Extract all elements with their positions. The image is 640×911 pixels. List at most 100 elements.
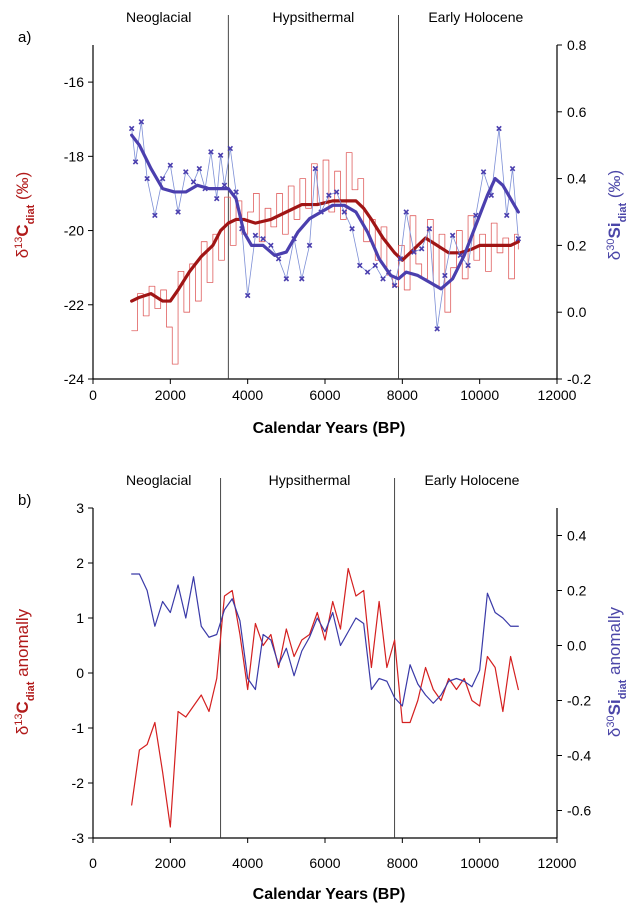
x-tick-label: 4000: [232, 855, 263, 871]
y-left-tick-label: -20: [64, 223, 84, 239]
series-point: [152, 212, 158, 219]
y-left-tick-label: 3: [76, 500, 84, 516]
y-right-axis-title: δ30Sidiat (‰): [605, 170, 629, 260]
series-point: [397, 255, 404, 262]
y-left-tick-label: 0: [76, 665, 84, 681]
x-tick-label: 8000: [387, 855, 418, 871]
era-label: Neoglacial: [126, 9, 191, 25]
y-right-tick-label: 0.8: [567, 37, 587, 53]
x-tick-label: 6000: [309, 387, 340, 403]
series-point: [349, 225, 355, 232]
series-point: [465, 262, 471, 269]
series-point: [515, 235, 522, 242]
x-tick-label: 0: [89, 387, 97, 403]
series-point: [283, 276, 290, 282]
panel-label: b): [18, 492, 31, 509]
series-point: [268, 242, 274, 249]
series-point: [183, 169, 189, 175]
series-point: [333, 189, 340, 195]
y-right-tick-label: 0.4: [567, 171, 587, 187]
y-left-tick-label: -18: [64, 148, 84, 164]
series-line-thick-blue-smooth: [130, 133, 520, 291]
series-point: [196, 165, 203, 172]
series-point: [233, 189, 239, 195]
y-right-tick-label: -0.2: [567, 693, 591, 709]
era-label: Hypsithermal: [273, 9, 355, 25]
y-left-tick-label: -16: [64, 74, 84, 90]
x-tick-label: 6000: [309, 855, 340, 871]
y-right-tick-label: 0.6: [567, 104, 587, 120]
series-point: [167, 162, 174, 169]
x-axis-title: Calendar Years (BP): [253, 886, 406, 903]
y-right-tick-label: 0.4: [567, 528, 587, 544]
y-right-tick-label: -0.2: [567, 371, 591, 387]
series-point: [503, 212, 510, 219]
x-tick-label: 12000: [538, 387, 577, 403]
y-right-axis-title: δ30Sidiat anomally: [605, 606, 629, 737]
y-right-tick-label: 0.0: [567, 638, 587, 654]
panel-label: a): [18, 29, 31, 46]
series-point: [138, 119, 145, 125]
series-point: [364, 269, 371, 275]
series-point: [391, 282, 398, 289]
series-point: [260, 235, 266, 242]
y-right-tick-label: -0.4: [567, 748, 591, 764]
series-point: [175, 209, 181, 215]
y-left-tick-label: 1: [76, 610, 84, 626]
series-point: [275, 255, 282, 262]
series-point: [496, 125, 502, 132]
y-right-tick-label: 0.2: [567, 237, 587, 253]
series-point: [252, 232, 259, 239]
y-right-tick-label: -0.6: [567, 803, 591, 819]
series-point: [132, 159, 139, 165]
series-point: [509, 165, 516, 172]
era-label: Early Holocene: [428, 9, 523, 25]
era-label: Early Holocene: [424, 472, 519, 488]
era-label: Hypsithermal: [269, 472, 351, 488]
y-left-tick-label: -2: [72, 775, 85, 791]
series-point: [190, 179, 197, 185]
x-tick-label: 2000: [155, 855, 186, 871]
y-left-tick-label: -22: [64, 297, 84, 313]
series-line-blue-line: [131, 573, 519, 707]
series-point: [341, 209, 348, 215]
x-tick-label: 2000: [155, 387, 186, 403]
series-point: [312, 165, 319, 172]
x-axis-title: Calendar Years (BP): [253, 420, 406, 437]
series-point: [221, 182, 228, 189]
series-point: [418, 245, 425, 252]
series-point: [411, 249, 417, 255]
series-point: [380, 276, 386, 282]
series-point: [434, 326, 440, 332]
y-left-tick-label: 2: [76, 555, 84, 571]
series-point: [480, 169, 487, 175]
panel-a: 0 2000 4000 6000 8000 10000 12000 -24 -22 -20 -18 -…: [13, 9, 629, 437]
series-point: [144, 175, 150, 182]
x-tick-label: 4000: [232, 387, 263, 403]
y-left-tick-label: -1: [72, 720, 85, 736]
era-label: Neoglacial: [126, 472, 191, 488]
series-point: [208, 149, 214, 155]
series-point: [213, 195, 220, 202]
x-tick-label: 0: [89, 855, 97, 871]
y-left-axis-title: δ13Cdiat anomally: [13, 608, 37, 735]
series-point: [449, 232, 456, 239]
series-point: [227, 145, 234, 152]
series-point: [128, 125, 135, 132]
series-point: [403, 209, 409, 215]
series-line-thick-red-smooth: [130, 199, 520, 303]
series-point: [357, 262, 363, 269]
series-point: [426, 225, 433, 232]
series-point: [159, 175, 166, 182]
series-point: [299, 276, 305, 282]
series-line-red-line: [131, 567, 519, 828]
series-point: [473, 212, 479, 219]
y-left-tick-label: -24: [64, 371, 84, 387]
y-right-tick-label: 0.0: [567, 304, 587, 320]
series-point: [217, 152, 224, 158]
series-line-thin-red-step: [131, 152, 519, 365]
series-point: [372, 262, 379, 269]
x-tick-label: 8000: [387, 387, 418, 403]
series-point: [244, 292, 251, 299]
